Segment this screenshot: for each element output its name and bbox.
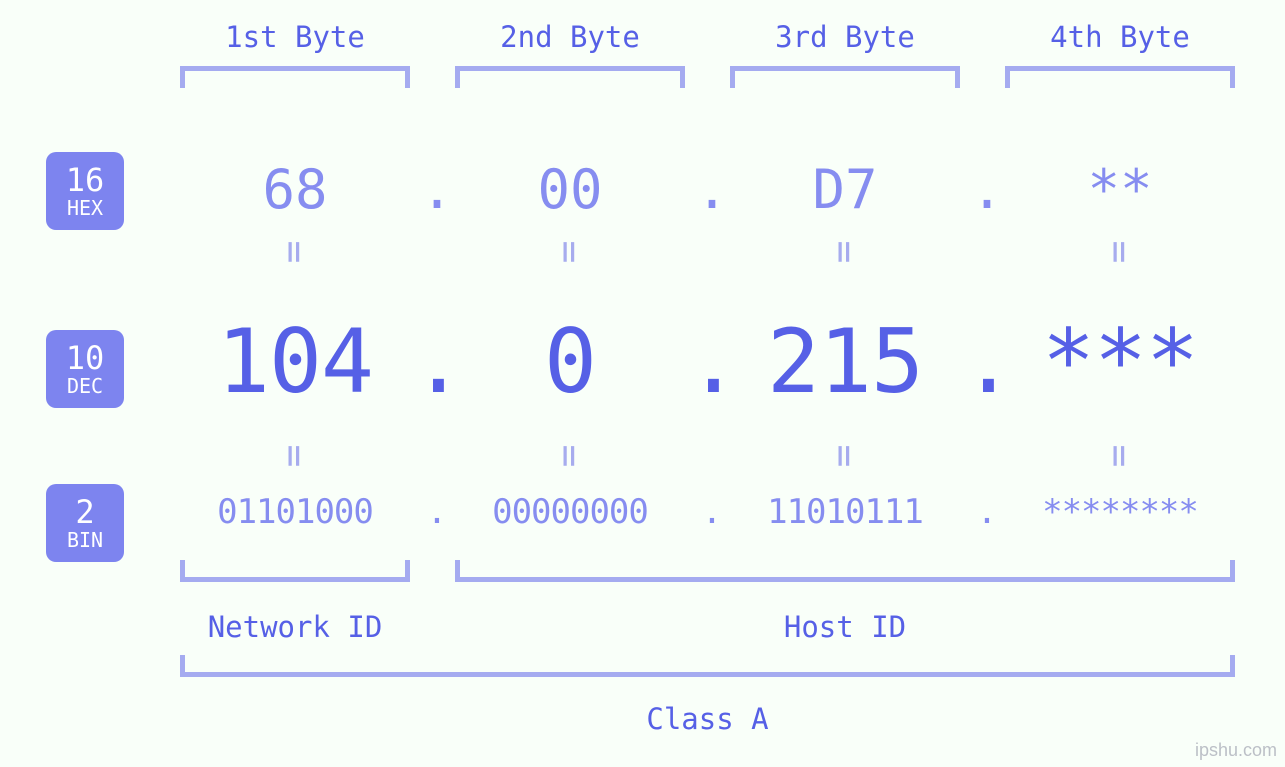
base-label-dec: DEC	[67, 376, 103, 396]
bin-byte-1: 01101000	[180, 492, 410, 532]
bin-dot-3: .	[962, 492, 1012, 532]
top-bracket-4	[1005, 66, 1235, 88]
top-bracket-3	[730, 66, 960, 88]
base-number-bin: 2	[75, 496, 94, 528]
bin-dot-2: .	[687, 492, 737, 532]
hex-dot-2: .	[687, 158, 737, 221]
bin-byte-4: ********	[1005, 492, 1235, 532]
base-label-hex: HEX	[67, 198, 103, 218]
byte-header-2: 2nd Byte	[455, 20, 685, 54]
equals-icon: =	[823, 341, 867, 571]
base-number-hex: 16	[66, 164, 105, 196]
hex-dot-1: .	[412, 158, 462, 221]
bin-dot-1: .	[412, 492, 462, 532]
watermark-text: ipshu.com	[1195, 740, 1277, 761]
top-bracket-2	[455, 66, 685, 88]
hex-dot-3: .	[962, 158, 1012, 221]
top-bracket-1	[180, 66, 410, 88]
byte-header-4: 4th Byte	[1005, 20, 1235, 54]
network-id-label: Network ID	[180, 610, 410, 644]
base-badge-dec: 10 DEC	[46, 330, 124, 408]
base-label-bin: BIN	[67, 530, 103, 550]
byte-header-1: 1st Byte	[180, 20, 410, 54]
equals-icon: =	[1098, 341, 1142, 571]
base-badge-hex: 16 HEX	[46, 152, 124, 230]
dec-dot-3: .	[962, 310, 1012, 413]
ip-diagram: 1st Byte 2nd Byte 3rd Byte 4th Byte 16 H…	[0, 0, 1285, 767]
bin-byte-2: 00000000	[455, 492, 685, 532]
bin-byte-3: 11010111	[730, 492, 960, 532]
class-bracket	[180, 655, 1235, 677]
dec-dot-1: .	[412, 310, 462, 413]
byte-header-3: 3rd Byte	[730, 20, 960, 54]
network-id-bracket	[180, 560, 410, 582]
equals-icon: =	[548, 341, 592, 571]
base-badge-bin: 2 BIN	[46, 484, 124, 562]
class-label: Class A	[180, 702, 1235, 736]
equals-icon: =	[273, 341, 317, 571]
base-number-dec: 10	[66, 342, 105, 374]
host-id-bracket	[455, 560, 1235, 582]
host-id-label: Host ID	[455, 610, 1235, 644]
dec-dot-2: .	[687, 310, 737, 413]
